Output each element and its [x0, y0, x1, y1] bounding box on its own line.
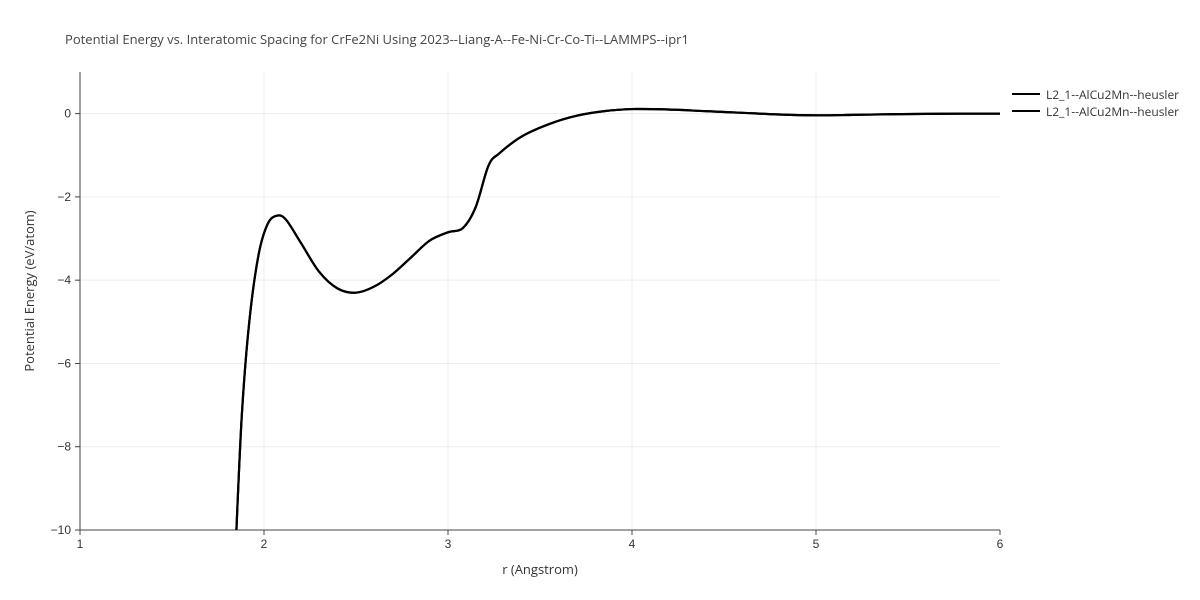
x-tick-label: 5 [813, 537, 820, 551]
legend-label: L2_1--AlCu2Mn--heusler [1046, 103, 1179, 120]
y-tick-label: −8 [57, 440, 71, 454]
series-line-0[interactable] [236, 109, 1000, 530]
x-axis-label: r (Angstrom) [490, 560, 590, 578]
series-line-1[interactable] [236, 109, 1000, 530]
x-tick-label: 4 [629, 537, 636, 551]
legend: L2_1--AlCu2Mn--heuslerL2_1--AlCu2Mn--heu… [1012, 86, 1179, 120]
legend-swatch [1012, 93, 1040, 95]
y-tick-label: −4 [57, 273, 71, 287]
y-tick-label: −6 [57, 356, 71, 370]
legend-item[interactable]: L2_1--AlCu2Mn--heusler [1012, 103, 1179, 119]
legend-item[interactable]: L2_1--AlCu2Mn--heusler [1012, 86, 1179, 102]
y-tick-label: −2 [57, 190, 71, 204]
legend-label: L2_1--AlCu2Mn--heusler [1046, 86, 1179, 103]
chart-container: { "title": "Potential Energy vs. Interat… [0, 0, 1200, 600]
legend-swatch [1012, 110, 1040, 112]
y-tick-label: −10 [51, 523, 72, 537]
x-tick-label: 3 [445, 537, 452, 551]
x-tick-label: 1 [77, 537, 84, 551]
x-tick-label: 2 [261, 537, 268, 551]
y-tick-label: 0 [64, 107, 71, 121]
x-tick-label: 6 [997, 537, 1004, 551]
y-axis-label: Potential Energy (eV/atom) [20, 191, 38, 391]
